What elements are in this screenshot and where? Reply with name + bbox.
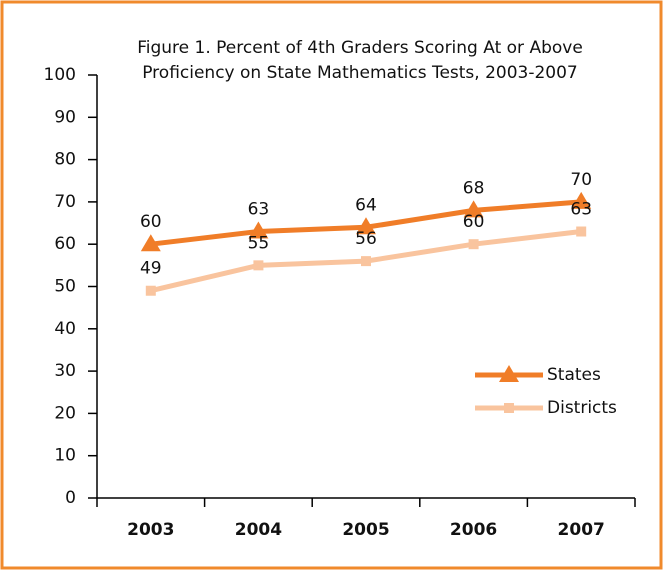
y-tick-label: 10	[54, 446, 76, 466]
x-tick-label: 2007	[558, 520, 605, 540]
marker	[145, 285, 156, 296]
legend-label: States	[547, 365, 601, 385]
x-tick-label: 2006	[450, 520, 497, 540]
data-label: 64	[355, 195, 377, 215]
marker	[361, 256, 371, 267]
marker	[140, 234, 161, 252]
y-tick-label: 20	[54, 403, 76, 423]
marker	[248, 221, 269, 239]
data-label: 63	[248, 200, 270, 220]
data-label: 55	[248, 233, 270, 253]
y-tick-label: 30	[54, 361, 76, 381]
marker	[504, 403, 514, 413]
data-label: 63	[570, 200, 592, 220]
data-label: 68	[463, 178, 485, 198]
x-tick-label: 2004	[235, 520, 282, 540]
y-tick-label: 60	[54, 234, 76, 254]
marker	[253, 260, 264, 271]
marker	[463, 200, 484, 218]
marker	[356, 217, 376, 235]
data-label: 60	[463, 212, 485, 232]
data-label: 49	[140, 259, 162, 279]
y-tick-label: 70	[54, 192, 76, 212]
y-tick-label: 80	[54, 150, 76, 170]
legend-label: Districts	[547, 398, 617, 418]
y-tick-label: 100	[44, 65, 76, 85]
y-tick-label: 0	[65, 488, 76, 508]
y-tick-label: 40	[54, 319, 76, 339]
data-label: 60	[140, 212, 162, 232]
chart-title: Figure 1. Percent of 4th Graders Scoring…	[137, 38, 583, 58]
data-label: 70	[570, 170, 592, 190]
marker	[499, 365, 519, 382]
marker	[576, 226, 587, 237]
y-tick-label: 90	[54, 107, 76, 127]
y-tick-label: 50	[54, 277, 76, 297]
chart-title: Proficiency on State Mathematics Tests, …	[142, 63, 578, 83]
marker	[468, 239, 479, 250]
x-tick-label: 2003	[127, 520, 174, 540]
marker	[571, 191, 592, 209]
data-label: 56	[355, 229, 377, 249]
x-tick-label: 2005	[342, 520, 389, 540]
